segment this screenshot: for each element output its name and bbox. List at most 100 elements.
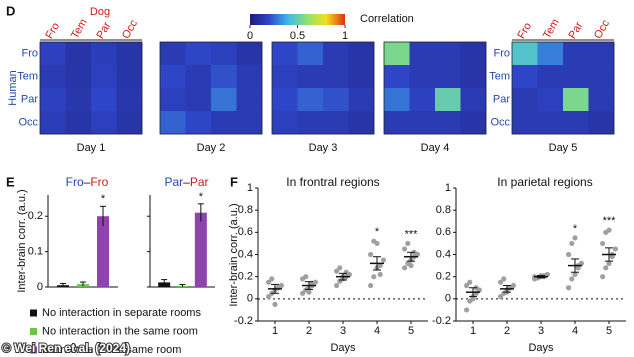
heatmap-cell bbox=[323, 65, 349, 89]
heatmap-cell bbox=[211, 42, 237, 66]
data-point bbox=[343, 269, 349, 275]
heatmap-cell bbox=[160, 88, 186, 112]
heatmap-cell bbox=[236, 42, 263, 66]
heatmap-cell bbox=[40, 88, 66, 112]
credit: © Wei Ren et al. (2024) bbox=[2, 341, 130, 355]
heatmap-cell bbox=[537, 111, 564, 135]
day-label: Day 5 bbox=[549, 142, 578, 154]
heatmap-cell bbox=[435, 88, 461, 112]
colorbar bbox=[250, 14, 345, 25]
heatmap-cell bbox=[91, 88, 117, 112]
heatmap-cell bbox=[384, 111, 410, 135]
data-point bbox=[303, 274, 309, 280]
legend-swatch bbox=[30, 346, 37, 354]
heatmap-cell bbox=[160, 111, 186, 135]
x-axis-label: Days bbox=[330, 342, 356, 354]
heatmap-cell bbox=[323, 42, 349, 66]
x-tick-label: 5 bbox=[606, 325, 612, 337]
heatmap-cell bbox=[297, 65, 324, 89]
heatmap-cell bbox=[512, 111, 538, 135]
colorbar-tick-label: 0.5 bbox=[290, 30, 305, 42]
y-axis-label: Inter-brain corr. (a.u.) bbox=[228, 203, 240, 306]
col-label: Occ bbox=[592, 18, 612, 41]
heatmap-cell bbox=[272, 65, 298, 89]
x-tick-label: 4 bbox=[572, 325, 578, 337]
heatmap-cell bbox=[563, 111, 589, 135]
heatmap-cell bbox=[563, 88, 589, 112]
heatmap-cell bbox=[409, 88, 436, 112]
x-tick-label: 5 bbox=[408, 325, 414, 337]
data-point bbox=[603, 265, 609, 271]
title-part: Par bbox=[164, 175, 183, 189]
heatmap-cell bbox=[588, 111, 615, 135]
data-point bbox=[600, 274, 606, 280]
heatmap-cell bbox=[211, 111, 237, 135]
y-tick-label: 0 bbox=[37, 281, 43, 293]
heatmap-cell bbox=[91, 111, 117, 135]
heatmap-cell bbox=[323, 88, 349, 112]
heatmap-cell bbox=[185, 65, 212, 89]
chart-title: Fro–Fro bbox=[66, 175, 109, 189]
y-tick-label: 1 bbox=[445, 182, 451, 194]
data-point bbox=[368, 251, 374, 258]
heatmap-cell bbox=[409, 111, 436, 135]
y-tick-label: 0.2 bbox=[436, 271, 451, 283]
heatmap-frame bbox=[271, 41, 375, 135]
heatmap-cell bbox=[384, 88, 410, 112]
bar bbox=[97, 216, 109, 287]
significance: * bbox=[199, 191, 204, 203]
row-group-label: Human bbox=[7, 70, 19, 105]
title-part: Fro bbox=[66, 175, 84, 189]
heatmap-cell bbox=[588, 88, 615, 112]
heatmap-cell bbox=[323, 111, 349, 135]
chart-title: In frontral regions bbox=[286, 175, 379, 189]
data-point bbox=[606, 260, 612, 266]
heatmap-cell bbox=[116, 65, 143, 89]
legend-label: Interaction in the same room bbox=[42, 344, 181, 356]
heatmap-cell bbox=[348, 88, 375, 112]
data-point bbox=[368, 282, 374, 289]
heatmap-cell bbox=[40, 111, 66, 135]
y-tick-label: -0.2 bbox=[432, 315, 451, 327]
row-label: Par bbox=[493, 93, 510, 105]
legend-swatch bbox=[30, 309, 37, 317]
data-point bbox=[266, 294, 272, 300]
significance: *** bbox=[603, 215, 617, 227]
row-label: Occ bbox=[490, 116, 510, 128]
data-point bbox=[464, 282, 470, 289]
col-label: Tem bbox=[69, 17, 90, 41]
data-point bbox=[334, 282, 340, 289]
data-point bbox=[374, 240, 380, 247]
y-tick-label: 0.4 bbox=[436, 248, 451, 260]
heatmap-cell bbox=[40, 65, 66, 89]
col-label: Par bbox=[94, 20, 113, 41]
significance: * bbox=[375, 226, 380, 238]
heatmap-cell bbox=[65, 88, 92, 112]
col-label: Tem bbox=[541, 17, 562, 41]
row-label: Tem bbox=[489, 70, 510, 82]
data-point bbox=[377, 262, 383, 269]
row-label: Fro bbox=[494, 47, 511, 59]
heatmap-cell bbox=[211, 65, 237, 89]
heatmap-cell bbox=[512, 42, 538, 66]
title-part: Fro bbox=[90, 175, 108, 189]
heatmap-cell bbox=[65, 65, 92, 89]
data-point bbox=[572, 271, 578, 278]
heatmap-cell bbox=[272, 88, 298, 112]
heatmap-cell bbox=[185, 88, 212, 112]
heatmap-cell bbox=[460, 111, 487, 135]
significance: * bbox=[573, 223, 578, 235]
panel-label: F bbox=[230, 174, 238, 189]
day-label: Day 3 bbox=[309, 142, 338, 154]
heatmap-frame bbox=[159, 41, 263, 135]
row-label: Fro bbox=[22, 47, 39, 59]
data-point bbox=[377, 271, 383, 278]
heatmap-cell bbox=[435, 111, 461, 135]
y-tick-label: 0.6 bbox=[436, 226, 451, 238]
row-label: Par bbox=[21, 93, 38, 105]
data-point bbox=[498, 279, 504, 285]
x-axis-label: Days bbox=[528, 342, 554, 354]
heatmap-cell bbox=[460, 88, 487, 112]
day-label: Day 2 bbox=[197, 142, 226, 154]
x-tick-label: 3 bbox=[340, 325, 346, 337]
